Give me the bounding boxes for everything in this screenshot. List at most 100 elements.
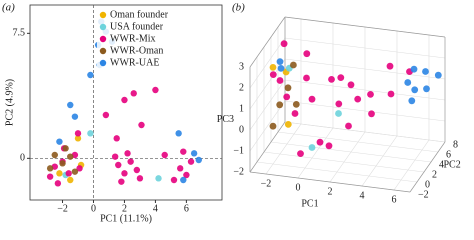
point [115,161,122,169]
point [284,84,292,92]
grid-line [329,131,366,183]
z-tick-label: −2 [233,166,244,177]
x-axis-label: PC1 (11.1%) [100,213,152,224]
legend-label: WWR-Mix [110,33,156,44]
grid-line [284,37,446,59]
x-axis-label: PC1 [301,198,318,209]
point [71,168,79,175]
point [387,90,395,98]
point [423,85,430,93]
z-tick-label: 3 [239,61,244,72]
grid-line [284,79,446,101]
y-tick-label: 0 [425,179,430,190]
point [269,71,277,78]
point [124,150,131,157]
y-axis-label: PC2 (4.9%) [4,79,15,126]
grid-line [249,79,286,131]
point [308,95,316,103]
point [410,65,418,73]
grid-line [249,37,286,89]
x-tick-label: 4 [360,190,365,201]
y-tick-label: 8 [453,139,458,150]
point [65,170,72,177]
grid-line [277,131,439,153]
grid-line [265,123,302,175]
point [54,180,62,187]
grid-line [297,127,334,179]
point [276,58,284,65]
point [87,71,94,79]
axis-line [249,171,411,193]
legend-label: USA founder [110,21,164,32]
point [56,138,63,145]
z-axis-label: PC3 [217,114,234,125]
z-tick-label: −1 [233,145,244,156]
grid-line [361,135,398,187]
z-tick-label: 1 [239,103,244,114]
point [133,166,141,174]
point [303,50,311,58]
point [316,138,324,146]
point [292,101,300,108]
point [176,165,184,172]
y-tick-label: 7.5 [13,28,26,39]
y-tick-label: −2 [418,189,429,200]
legend-label: WWR-UAE [110,57,159,68]
point [67,176,74,184]
point [183,171,190,179]
point [76,165,83,172]
point [345,122,352,130]
grid-line [393,139,430,191]
grid-line [284,58,446,80]
x-tick-label: 4 [153,203,158,214]
point [118,178,125,185]
point [111,153,119,160]
point [276,77,284,84]
point [335,100,343,108]
axis-line [284,16,446,38]
legend-marker [99,23,107,31]
legend-label: Oman founder [110,9,169,20]
x-tick-label: 6 [184,203,189,214]
point [280,40,288,48]
point [269,122,277,130]
legend-marker [99,59,107,67]
legend-bg [97,9,171,21]
point [408,97,416,105]
point [283,93,291,101]
x-tick-label: 2 [328,186,333,197]
point [411,86,419,94]
point [269,64,277,71]
x-tick-label: 2 [122,203,127,214]
plot-frame [29,4,223,201]
y-tick-label: 0 [20,153,25,164]
point [170,176,178,184]
point [290,61,297,69]
point [121,170,128,177]
axis-line [249,16,286,68]
point [113,135,120,142]
grid-line [263,151,425,173]
point [59,160,66,167]
point [87,130,94,137]
point [175,130,182,137]
x-tick-label: −2 [261,178,272,189]
point [277,65,285,72]
point [325,142,333,150]
grid-line [270,141,432,163]
panel-label: (a) [2,2,15,14]
legend-marker [99,47,107,55]
y-tick-label: 4 [439,159,444,170]
legend-bg [97,21,171,33]
point [180,176,187,184]
point [138,121,145,129]
point [297,150,304,158]
point [335,110,342,117]
point [51,151,58,159]
legend-bg [97,45,171,57]
x-tick-label: 6 [392,194,397,205]
grid-line [284,100,446,122]
point [46,165,54,172]
point [180,148,187,155]
